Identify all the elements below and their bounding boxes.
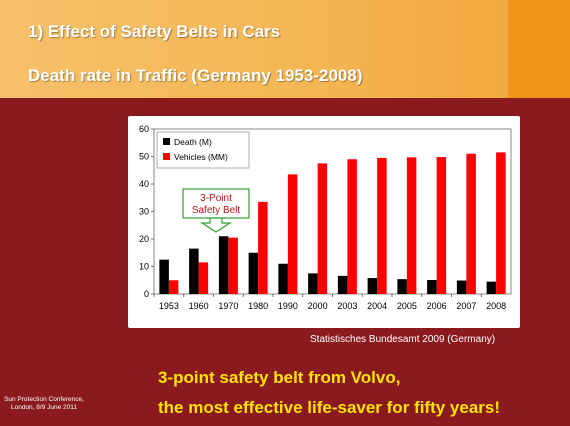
y-tick-label: 50 (139, 152, 149, 162)
x-tick-label: 2003 (337, 301, 357, 311)
bar-deaths-1990 (278, 263, 288, 294)
x-tick-label: 1970 (218, 301, 238, 311)
bar-deaths-2003 (337, 275, 348, 294)
claim-line-2: the most effective life-saver for fifty … (158, 398, 501, 417)
bar-chart: 0 10 20 30 40 50 60 1953 1960 1970 1980 1990 2000 20… (139, 124, 512, 311)
footer-line-2: London, 8/9 June 2011 (10, 404, 78, 411)
bar-deaths-1970 (218, 236, 229, 294)
slide-subtitle: Death rate in Traffic (Germany 1953-2008… (28, 66, 363, 85)
y-tick-label: 40 (139, 179, 149, 189)
bar-vehicles-1980 (258, 201, 268, 294)
conference-footer: Sun Protection Conference, London, 8/9 J… (4, 396, 84, 412)
x-tick-label: 2006 (427, 301, 447, 311)
y-tick-label: 20 (139, 234, 149, 244)
x-tick-label: 1960 (189, 301, 209, 311)
x-tick-label: 1990 (278, 301, 298, 311)
legend-label-deaths: Death (M) (174, 137, 212, 147)
x-tick-label: 2007 (456, 301, 476, 311)
x-tick-label: 2004 (367, 301, 387, 311)
bar-deaths-2007 (456, 280, 467, 294)
data-source: Statistisches Bundesamt 2009 (Germany) (310, 334, 496, 345)
bar-vehicles-2005 (406, 157, 417, 294)
annotation-arrow (199, 217, 233, 233)
bar-deaths-1960 (189, 248, 199, 294)
claim-line-1: 3-point safety belt from Volvo, (158, 368, 401, 387)
annotation-text-line1: 3-Point (200, 193, 232, 204)
bar-deaths-2005 (397, 279, 407, 294)
legend: Death (M) Vehicles (MM) (156, 131, 250, 169)
bar-vehicles-1970 (228, 237, 238, 294)
bar-deaths-2008 (486, 281, 497, 294)
bar-vehicles-2008 (496, 152, 506, 294)
y-tick-label: 30 (139, 207, 149, 217)
x-tick-label: 2008 (486, 301, 506, 311)
bar-vehicles-2000 (317, 163, 328, 294)
y-tick-label: 60 (139, 124, 149, 134)
bar-vehicles-1960 (198, 262, 209, 294)
bar-vehicles-2004 (377, 157, 387, 294)
y-tick-label: 10 (139, 262, 149, 272)
bar-vehicles-2006 (436, 157, 447, 294)
x-tick-label: 1953 (159, 301, 179, 311)
legend-swatch-deaths (163, 138, 170, 145)
y-tick-label: 0 (144, 289, 149, 299)
bar-deaths-1953 (159, 259, 169, 294)
legend-label-vehicles: Vehicles (MM) (174, 152, 228, 162)
footer-line-1: Sun Protection Conference, (4, 396, 84, 403)
x-tick-label: 2005 (397, 301, 417, 311)
bar-vehicles-2007 (466, 153, 476, 294)
bar-deaths-1980 (248, 252, 259, 294)
x-tick-label: 2000 (308, 301, 328, 311)
bar-vehicles-1990 (287, 174, 298, 294)
bar-vehicles-2003 (347, 159, 357, 294)
slide-title: 1) Effect of Safety Belts in Cars (28, 22, 281, 41)
bar-deaths-2000 (308, 273, 318, 294)
annotation-safety-belt: 3-Point Safety Belt (182, 188, 250, 233)
chart-panel: 0 10 20 30 40 50 60 1953 1960 1970 1980 1990 2000 20… (128, 116, 520, 328)
title-banner (0, 0, 570, 98)
annotation-text-line2: Safety Belt (192, 205, 241, 216)
title-banner-accent (508, 0, 570, 98)
bar-vehicles-1953 (168, 280, 179, 294)
bar-deaths-2004 (367, 278, 378, 294)
x-tick-label: 1980 (248, 301, 268, 311)
bar-deaths-2006 (427, 279, 437, 294)
legend-swatch-vehicles (163, 153, 170, 160)
